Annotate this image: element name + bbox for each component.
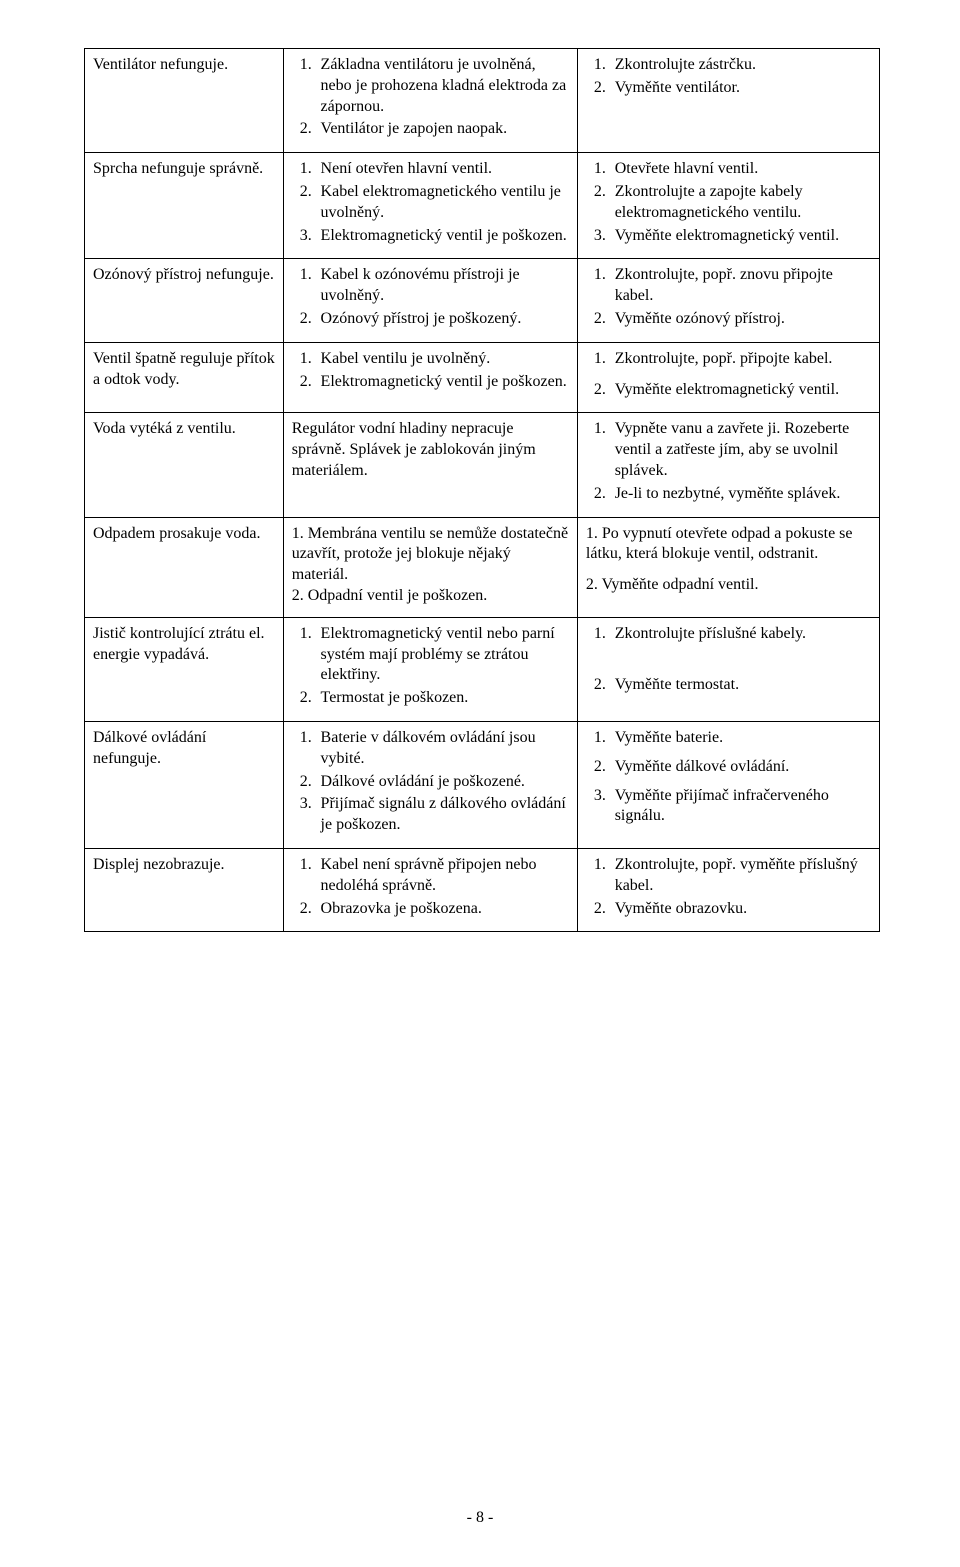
table-row: Voda vytéká z ventilu.Regulátor vodní hl… <box>85 413 880 517</box>
cell-text: Elektromagnetický ventil je poškozen. <box>321 373 567 390</box>
problem-cell: Displej nezobrazuje. <box>85 848 284 931</box>
cell-text: Zkontrolujte, popř. vyměňte příslušný ka… <box>615 856 858 894</box>
solution-cell: Zkontrolujte, popř. vyměňte příslušný ka… <box>577 848 879 931</box>
solution-cell: Zkontrolujte příslušné kabely. Vyměňte te… <box>577 617 879 721</box>
cell-text: Ventilátor je zapojen naopak. <box>321 120 508 137</box>
cause-cell: Kabel k ozónovému přístroji je uvolněný.… <box>283 259 577 342</box>
cell-text: Přijímač signálu z dálkového ovládání je… <box>321 795 566 833</box>
cell-text: Zkontrolujte, popř. znovu připojte kabel… <box>615 266 833 304</box>
problem-cell: Voda vytéká z ventilu. <box>85 413 284 517</box>
cell-text: Základna ventilátoru je uvolněná, nebo j… <box>321 56 567 115</box>
cell-text: Zkontrolujte zástrčku. <box>615 56 756 73</box>
cell-text: Vyměňte přijímač infračerveného signálu. <box>615 787 829 825</box>
problem-cell: Sprcha nefunguje správně. <box>85 153 284 259</box>
cell-text: Zkontrolujte příslušné kabely. <box>615 625 806 642</box>
cell-text: Kabel elektromagnetického ventilu je uvo… <box>321 183 561 221</box>
cell-text: Dálkové ovládání je poškozené. <box>321 773 525 790</box>
cause-cell: Elektromagnetický ventil nebo parní syst… <box>283 617 577 721</box>
table-row: Jistič kontrolující ztrátu el. energie v… <box>85 617 880 721</box>
problem-cell: Ozónový přístroj nefunguje. <box>85 259 284 342</box>
problem-cell: Jistič kontrolující ztrátu el. energie v… <box>85 617 284 721</box>
cell-text: Kabel není správně připojen nebo nedoléh… <box>321 856 537 894</box>
cell-text: Je-li to nezbytné, vyměňte splávek. <box>615 485 841 502</box>
cell-text: Vyměňte obrazovku. <box>615 900 747 917</box>
problem-cell: Ventil špatně reguluje přítok a odtok vo… <box>85 342 284 413</box>
cell-text: Obrazovka je poškozena. <box>321 900 482 917</box>
cell-text: Není otevřen hlavní ventil. <box>321 160 493 177</box>
solution-cell: Otevřete hlavní ventil. Zkontrolujte a za… <box>577 153 879 259</box>
cell-text: Vypněte vanu a zavřete ji. Rozeberte ven… <box>615 420 850 479</box>
cell-text: Zkontrolujte, popř. připojte kabel. <box>615 350 833 367</box>
table-row: Ventilátor nefunguje. Základna ventilátor… <box>85 49 880 153</box>
table-row: Sprcha nefunguje správně.Není otevřen hl… <box>85 153 880 259</box>
cell-text: Zkontrolujte a zapojte kabely elektromag… <box>615 183 803 221</box>
solution-cell: Zkontrolujte, popř. připojte kabel. Vyměň… <box>577 342 879 413</box>
cell-text: 2. Odpadní ventil je poškozen. <box>292 586 569 607</box>
cause-cell: Základna ventilátoru je uvolněná, nebo j… <box>283 49 577 153</box>
cause-cell: Není otevřen hlavní ventil. Kabel elektro… <box>283 153 577 259</box>
cell-text: Baterie v dálkovém ovládání jsou vybité. <box>321 729 536 767</box>
solution-cell: 1. Po vypnutí otevřete odpad a pokuste s… <box>577 517 879 617</box>
problem-cell: Odpadem prosakuje voda. <box>85 517 284 617</box>
solution-cell: Vypněte vanu a zavřete ji. Rozeberte ven… <box>577 413 879 517</box>
solution-cell: Vyměňte baterie. Vyměňte dálkové ovládání… <box>577 721 879 848</box>
cell-text: Vyměňte termostat. <box>615 676 739 693</box>
cell-text: Elektromagnetický ventil je poškozen. <box>321 227 567 244</box>
cell-text: 1. Po vypnutí otevřete odpad a pokuste s… <box>586 524 871 566</box>
cell-text: Vyměňte elektromagnetický ventil. <box>615 381 839 398</box>
solution-cell: Zkontrolujte zástrčku. Vyměňte ventilátor… <box>577 49 879 153</box>
table-row: Dálkové ovládání nefunguje.Baterie v dál… <box>85 721 880 848</box>
cell-text: 1. Membrána ventilu se nemůže dostatečně… <box>292 524 569 586</box>
cause-cell: Regulátor vodní hladiny nepracuje správn… <box>283 413 577 517</box>
cause-cell: Kabel ventilu je uvolněný. Elektromagneti… <box>283 342 577 413</box>
cause-cell: Kabel není správně připojen nebo nedoléh… <box>283 848 577 931</box>
problem-cell: Ventilátor nefunguje. <box>85 49 284 153</box>
problem-cell: Dálkové ovládání nefunguje. <box>85 721 284 848</box>
cell-text: Vyměňte ozónový přístroj. <box>615 310 785 327</box>
cause-cell: 1. Membrána ventilu se nemůže dostatečně… <box>283 517 577 617</box>
table-row: Odpadem prosakuje voda.1. Membrána venti… <box>85 517 880 617</box>
cell-text: 2. Vyměňte odpadní ventil. <box>586 575 871 596</box>
cell-text: Kabel ventilu je uvolněný. <box>321 350 491 367</box>
cause-cell: Baterie v dálkovém ovládání jsou vybité.… <box>283 721 577 848</box>
table-row: Displej nezobrazuje. Kabel není správně p… <box>85 848 880 931</box>
cell-text: Ozónový přístroj je poškozený. <box>321 310 522 327</box>
troubleshooting-table: Ventilátor nefunguje. Základna ventilátor… <box>84 48 880 932</box>
table-row: Ozónový přístroj nefunguje.Kabel k ozóno… <box>85 259 880 342</box>
cell-text: Termostat je poškozen. <box>321 689 469 706</box>
cell-text: Elektromagnetický ventil nebo parní syst… <box>321 625 555 684</box>
page-number: - 8 - <box>0 1509 960 1527</box>
cell-text: Regulátor vodní hladiny nepracuje správn… <box>292 419 569 481</box>
cell-text: Vyměňte baterie. <box>615 729 723 746</box>
cell-text: Kabel k ozónovému přístroji je uvolněný. <box>321 266 520 304</box>
solution-cell: Zkontrolujte, popř. znovu připojte kabel… <box>577 259 879 342</box>
cell-text: Vyměňte ventilátor. <box>615 79 740 96</box>
table-row: Ventil špatně reguluje přítok a odtok vo… <box>85 342 880 413</box>
cell-text: Vyměňte elektromagnetický ventil. <box>615 227 839 244</box>
cell-text: Otevřete hlavní ventil. <box>615 160 759 177</box>
cell-text: Vyměňte dálkové ovládání. <box>615 758 790 775</box>
